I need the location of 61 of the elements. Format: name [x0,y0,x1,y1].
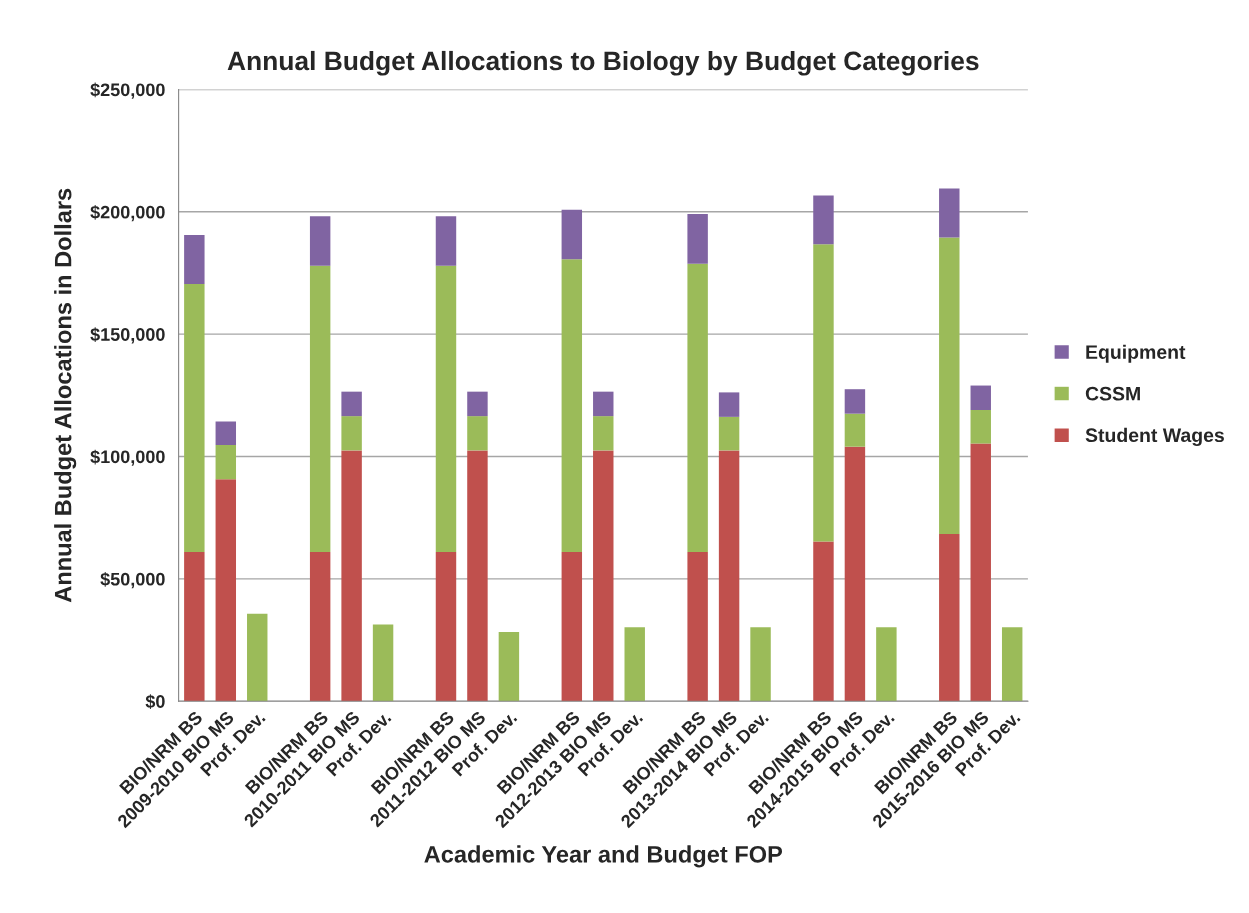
y-axis-title: Annual Budget Allocations in Dollars [54,188,77,603]
bar [687,263,708,552]
chart-title: Annual Budget Allocations to Biology by Budget Categories [227,50,979,76]
bar [939,237,960,535]
bar [561,259,583,552]
bar [561,551,583,702]
y-tick-label: $0 [145,694,165,710]
bar [844,446,866,702]
bar [844,413,866,447]
bar [341,416,362,451]
bar [970,410,991,444]
bar [718,392,740,417]
bar [215,445,237,480]
bar [624,627,645,702]
bar [435,216,457,266]
bar [813,541,834,702]
bar [561,209,583,260]
bar [435,551,457,702]
bar [247,613,268,702]
bar [718,416,740,451]
bar [372,624,394,702]
bar [341,391,362,417]
bar [1001,627,1023,702]
bar [341,450,362,702]
bar [309,551,331,702]
bar [970,385,991,411]
x-axis-title: Academic Year and Budget FOP [424,845,783,868]
bar [687,214,708,264]
bar [593,416,614,451]
bar [813,244,834,542]
y-tick-label: $150,000 [90,327,165,344]
bar [750,627,771,702]
legend-label: Student Wages [1085,427,1224,447]
bar [215,421,237,445]
bar [970,443,991,702]
bar [467,391,488,417]
y-tick-label: $100,000 [90,449,165,466]
y-tick-label: $50,000 [100,571,165,589]
y-tick-label: $200,000 [90,204,165,222]
bar [467,416,488,451]
bar [184,235,205,284]
bar [718,450,740,702]
bar [813,195,834,245]
legend-label: Equipment [1086,344,1186,363]
bar [309,216,331,266]
bar [939,188,960,238]
bar [309,265,331,552]
bar [467,450,488,702]
bar [184,284,205,552]
bar [215,479,237,702]
bar [687,551,708,702]
bar [593,450,614,702]
bar [939,534,960,702]
y-tick-label: $250,000 [90,82,165,99]
bar [498,631,520,702]
bar [435,265,457,552]
bar [593,391,614,417]
bar [184,551,205,702]
bar [876,627,897,702]
legend-label: CSSM [1085,386,1140,401]
bar [844,389,866,414]
